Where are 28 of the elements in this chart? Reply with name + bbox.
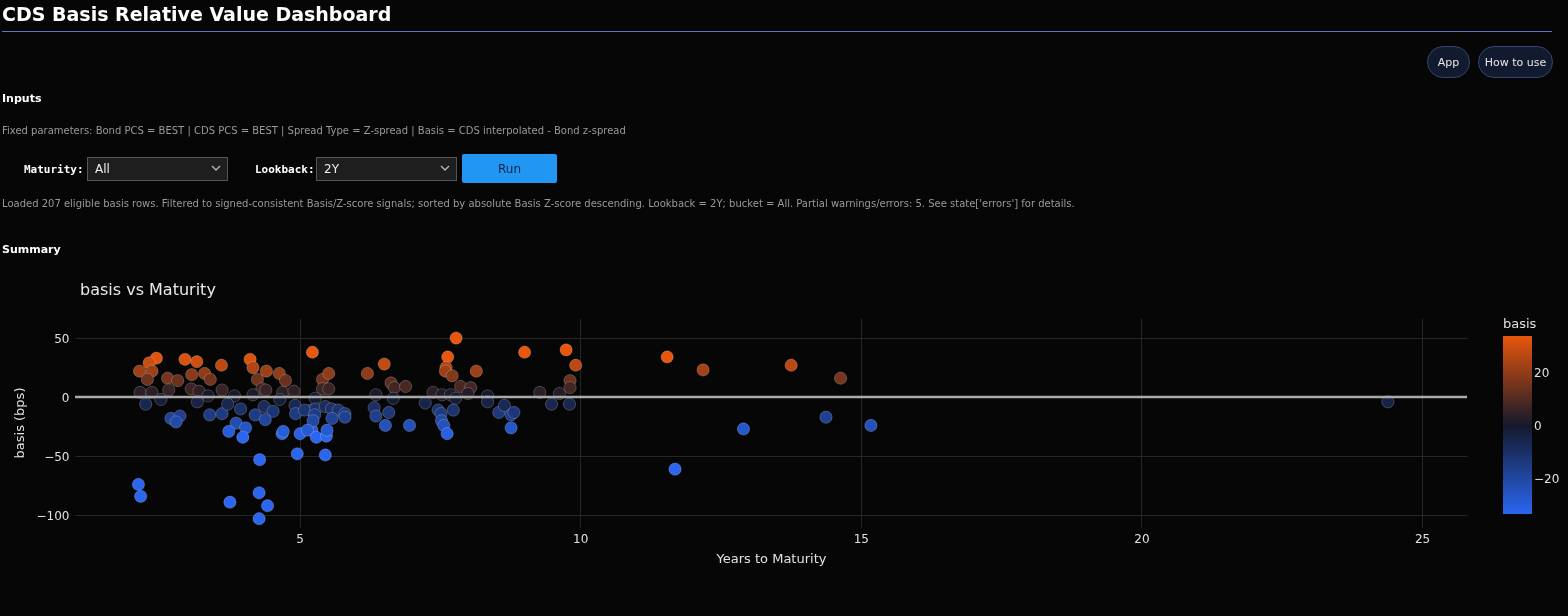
text: Fixed parameters: Bond PCS = BEST | CDS PCS = BEST | Spread Type = Z-spread | Basis = CDS interpolated - Bond z-spread	[2, 125, 626, 136]
text: App	[1427, 46, 1470, 78]
y-tick-label: 0	[61, 390, 70, 405]
text: Summary	[2, 243, 61, 256]
x-tick-label: 25	[1414, 531, 1431, 546]
y-tick-label: −100	[36, 508, 70, 523]
color-bar-title: basis	[1503, 316, 1537, 331]
y-tick-label: 50	[54, 331, 70, 346]
x-axis-title: Years to Maturity	[715, 550, 827, 566]
text: CDS Basis Relative Value Dashboard	[2, 3, 392, 25]
text: Maturity:	[24, 163, 84, 176]
text: 2Y	[316, 157, 457, 181]
color-bar-label: −20	[1534, 472, 1560, 487]
x-tick-label: 5	[296, 531, 304, 546]
text: Run	[462, 154, 557, 183]
y-tick-label: −50	[44, 449, 70, 464]
y-axis-title: basis (bps)	[11, 387, 27, 459]
x-tick-label: 15	[853, 531, 869, 546]
text: Loaded 207 eligible basis rows. Filtered to signed-consistent Basis/Z-score signals; sorted by absolute Basis Z-score descending. Lookback = 2Y; bucket = All. Partial warnings/errors: 5. See state['errors'] for details.	[2, 198, 1075, 209]
color-bar-label: 0	[1534, 419, 1542, 434]
color-bar-label: 20	[1534, 366, 1550, 381]
text: How to use	[1478, 46, 1553, 78]
chart-title: basis vs Maturity	[80, 280, 216, 299]
x-tick-label: 20	[1134, 531, 1150, 546]
x-tick-label: 10	[573, 531, 589, 546]
text: All	[87, 157, 228, 181]
text: Lookback:	[255, 163, 315, 176]
text: Inputs	[2, 92, 42, 105]
